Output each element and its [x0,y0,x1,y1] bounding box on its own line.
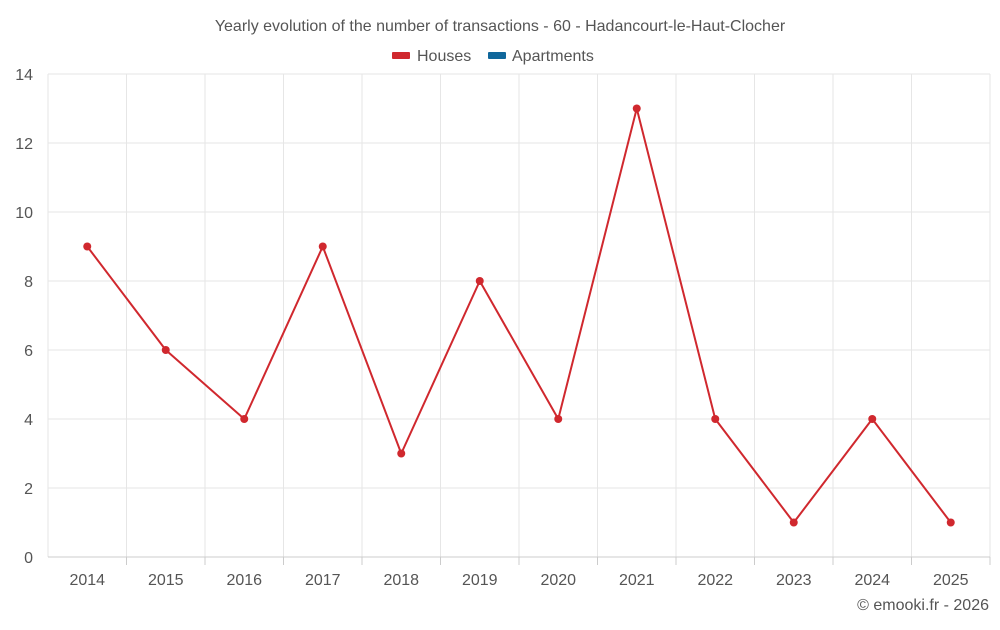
y-tick-label: 12 [15,136,33,153]
x-tick-label: 2023 [776,572,812,589]
x-tick-label: 2015 [148,572,184,589]
x-tick-label: 2021 [619,572,655,589]
gridlines [47,73,991,557]
x-tick-label: 2014 [69,572,105,589]
data-point-houses-2022[interactable] [711,415,720,423]
series-houses [83,104,955,527]
y-tick-label: 4 [24,412,33,429]
legend-label-houses: Houses [417,48,471,65]
legend: Houses Apartments [392,48,594,65]
x-tick-label: 2022 [697,572,733,589]
legend-item-apartments[interactable]: Apartments [488,48,594,65]
data-point-houses-2024[interactable] [868,415,877,423]
x-tick-label: 2019 [462,572,498,589]
legend-label-apartments: Apartments [512,48,594,65]
data-point-houses-2020[interactable] [554,415,563,423]
y-tick-label: 8 [24,274,33,291]
footer-credit: © emooki.fr - 2026 [857,597,989,614]
y-tick-label: 0 [24,550,33,567]
y-tick-label: 14 [15,67,33,84]
data-point-houses-2015[interactable] [161,346,170,354]
x-tick-label: 2017 [305,572,341,589]
y-tick-label: 6 [24,343,33,360]
data-point-houses-2017[interactable] [318,242,327,251]
data-point-houses-2018[interactable] [397,449,406,458]
data-point-houses-2021[interactable] [632,104,641,113]
legend-swatch-apartments [488,52,506,59]
data-point-houses-2025[interactable] [946,518,955,527]
y-tick-label: 2 [24,481,33,498]
x-axis: 2014 2015 2016 2017 2018 2019 2020 2021 2022 2023… [48,556,991,589]
data-point-houses-2019[interactable] [475,277,484,285]
data-point-houses-2023[interactable] [789,518,798,527]
y-tick-label: 10 [15,205,33,222]
y-axis: 0 2 4 6 8 10 12 14 [15,67,33,567]
x-tick-label: 2025 [933,572,969,589]
x-tick-label: 2016 [226,572,262,589]
series-line-houses [86,107,952,524]
chart-title: Yearly evolution of the number of transa… [215,18,786,35]
x-tick-label: 2024 [854,572,890,589]
data-point-houses-2014[interactable] [83,242,92,251]
legend-swatch-houses [392,52,410,59]
data-point-houses-2016[interactable] [240,415,249,423]
x-tick-label: 2020 [540,572,576,589]
x-tick-label: 2018 [383,572,419,589]
legend-item-houses[interactable]: Houses [392,48,471,65]
